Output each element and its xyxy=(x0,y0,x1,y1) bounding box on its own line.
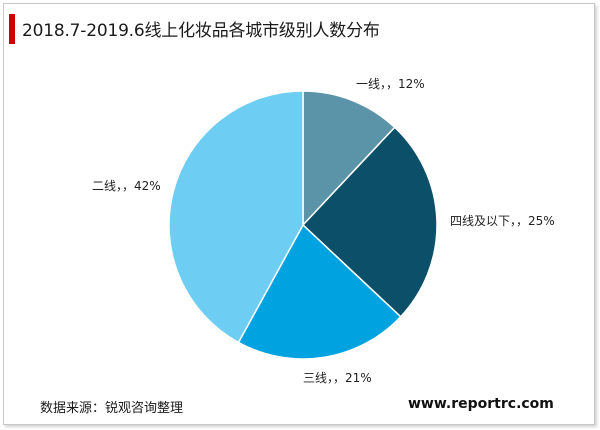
pie-slice-2 xyxy=(301,126,438,318)
pie-slice-3 xyxy=(237,223,402,360)
title-accent-bar xyxy=(9,14,15,44)
pie-slice-4 xyxy=(168,90,304,344)
website-link[interactable]: www.reportrc.com xyxy=(408,396,554,412)
slice-label-1: 一线，，12% xyxy=(356,77,425,91)
pie-labels: 一线，，12% 四线及以下，，25% 三线，，21% 二线，，42% xyxy=(92,77,555,385)
source-note: 数据来源：锐观咨询整理 xyxy=(40,401,184,416)
slice-label-4: 二线，，42% xyxy=(92,179,161,193)
pie-slices xyxy=(168,90,438,360)
chart-title: 2018.7-2019.6线上化妆品各城市级别人数分布 xyxy=(22,21,380,41)
slice-label-2: 四线及以下，，25% xyxy=(450,214,555,228)
slice-label-3: 三线，，21% xyxy=(303,371,372,385)
pie-slice-1 xyxy=(302,90,396,227)
